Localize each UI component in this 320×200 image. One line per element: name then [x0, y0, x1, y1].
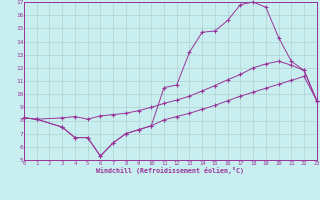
X-axis label: Windchill (Refroidissement éolien,°C): Windchill (Refroidissement éolien,°C): [96, 167, 244, 174]
